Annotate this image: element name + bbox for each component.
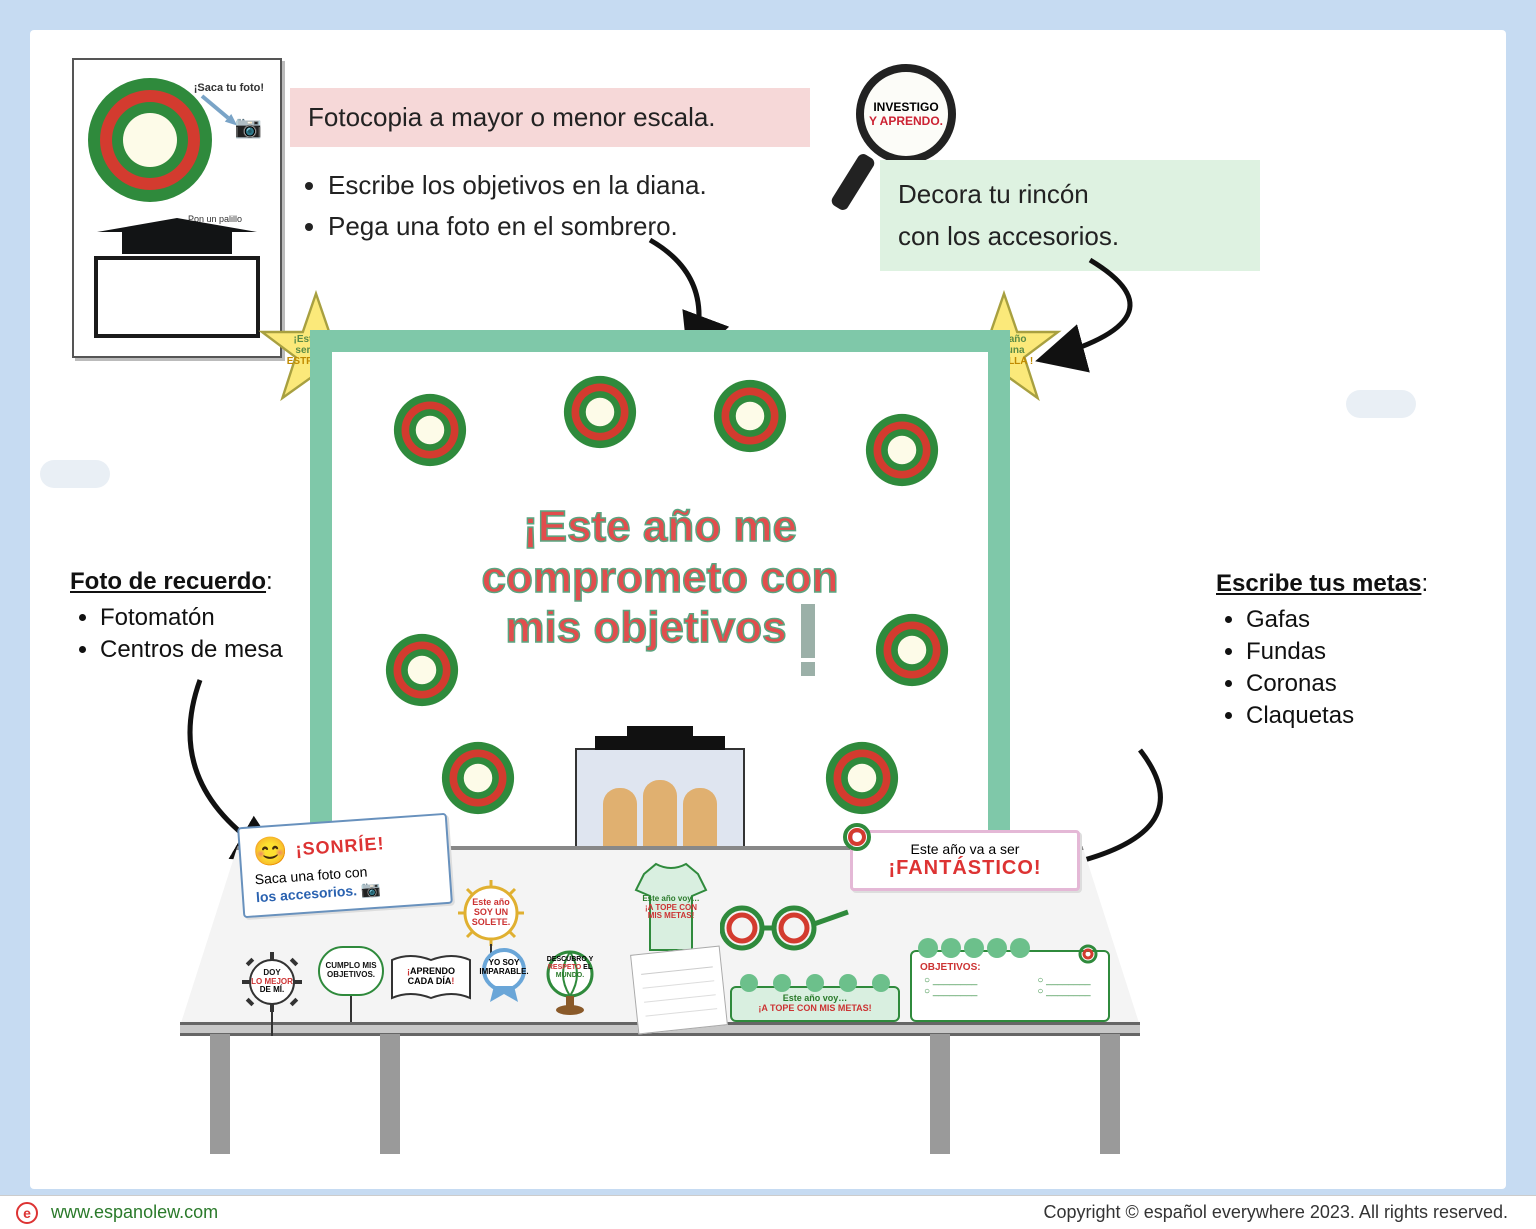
target-badge	[824, 740, 900, 816]
thumbnail-card: ¡Saca tu foto! 📷 Pon un palillo	[72, 58, 282, 358]
gear-prop: DOYLO MEJORDE MÍ.	[240, 950, 304, 1014]
magnifier-line1: INVESTIGO	[873, 100, 938, 114]
left-column: Foto de recuerdo: Fotomatón Centros de m…	[70, 568, 300, 668]
logo-icon: e	[16, 1202, 38, 1224]
fantastico-l2: ¡FANTÁSTICO!	[865, 857, 1065, 880]
photo-frame	[94, 256, 260, 338]
glasses-prop	[720, 902, 850, 959]
table-leg	[930, 1034, 950, 1154]
table-leg	[380, 1034, 400, 1154]
fantastico-l1: Este año va a ser	[865, 841, 1065, 857]
list-item: Claquetas	[1246, 702, 1476, 730]
objetivos-card: OBJETIVOS: ○ ________○ ________ ○ ______…	[910, 950, 1110, 1022]
table-leg	[1100, 1034, 1120, 1154]
bulletin-board: ¡Este añoseré unaESTRELLA ! ¡Este añoser…	[310, 330, 1010, 860]
ribbon-prop: YO SOY IMPARABLE.	[476, 946, 532, 1002]
shirt-prop: Este año voy…¡A TOPE CONMIS METAS!	[628, 862, 714, 954]
book-prop: ¡APRENDOCADA DÍA!	[390, 952, 472, 1002]
list-item: Fundas	[1246, 638, 1476, 666]
list-item: Centros de mesa	[100, 636, 300, 664]
crown-banner: Este año voy…¡A TOPE CON MIS METAS!	[730, 986, 900, 1022]
sonrie-blue: los accesorios.	[255, 882, 357, 905]
decor-instruction: Decora tu rincón con los accesorios.	[880, 160, 1260, 271]
thumb-top-label: ¡Saca tu foto!	[194, 82, 264, 94]
globe-prop: DESCUBRO YRESPETO ELMUNDO.	[540, 948, 600, 1016]
notepad-prop	[630, 946, 728, 1035]
table-leg	[210, 1034, 230, 1154]
smiley-icon: 😊	[252, 834, 289, 869]
graduation-hat-icon	[595, 736, 725, 750]
instruction-bullets: Escribe los objetivos en la diana. Pega …	[300, 160, 860, 252]
cloud-deco	[1346, 390, 1416, 418]
graduation-hat-icon	[122, 232, 232, 254]
bullet-item: Pega una foto en el sombrero.	[328, 211, 860, 242]
cloud-deco	[40, 460, 110, 488]
camera-icon: 📷	[235, 114, 262, 140]
target-badge	[440, 740, 516, 816]
sonrie-card: 😊 ¡SONRÍE! Saca una foto con los accesor…	[237, 813, 453, 918]
camera-icon: 📷	[360, 881, 381, 899]
right-column: Escribe tus metas: Gafas Fundas Coronas …	[1216, 570, 1476, 734]
target-badge	[864, 412, 940, 488]
target-badge	[712, 378, 788, 454]
footer: e www.espanolew.com Copyright © español …	[0, 1195, 1536, 1229]
list-item: Fotomatón	[100, 604, 300, 632]
list-item: Coronas	[1246, 670, 1476, 698]
instruction-highlight: Fotocopia a mayor o menor escala.	[290, 88, 810, 147]
fantastico-card: Este año va a ser ¡FANTÁSTICO!	[850, 830, 1080, 891]
speech-prop: CUMPLO MIS OBJETIVOS.	[318, 946, 384, 996]
magnifier-line2: Y APRENDO.	[869, 114, 943, 128]
target-badge	[562, 374, 638, 450]
footer-copyright: Copyright © español everywhere 2023. All…	[1043, 1202, 1508, 1223]
footer-url: www.espanolew.com	[51, 1202, 218, 1222]
page-panel: ¡Saca tu foto! 📷 Pon un palillo Fotocopi…	[30, 30, 1506, 1189]
sun-prop: Este añoSOY UNSOLETE.	[456, 878, 526, 948]
decor-line1: Decora tu rincón	[898, 179, 1089, 209]
center-photo	[575, 748, 745, 858]
board-title: ¡Este año me comprometo con mis objetivo…	[332, 502, 988, 658]
sonrie-title: ¡SONRÍE!	[295, 833, 385, 860]
right-heading: Escribe tus metas	[1216, 570, 1421, 597]
list-item: Gafas	[1246, 606, 1476, 634]
bullet-item: Escribe los objetivos en la diana.	[328, 170, 860, 201]
target-badge	[392, 392, 468, 468]
decor-line2: con los accesorios.	[898, 221, 1119, 251]
left-heading: Foto de recuerdo	[70, 568, 266, 595]
